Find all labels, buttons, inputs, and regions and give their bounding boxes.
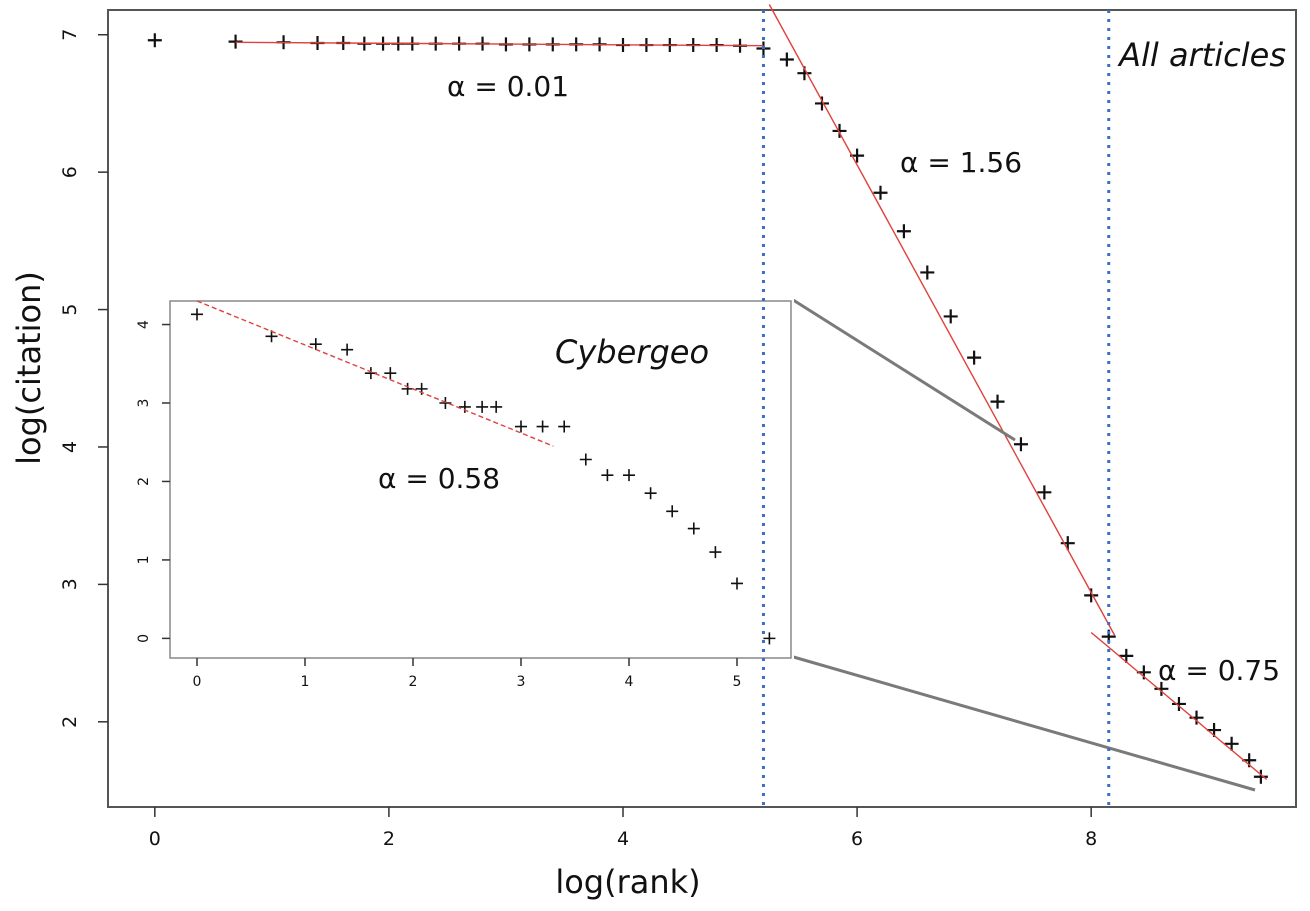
inset-y-tick-label: 2 xyxy=(136,477,152,486)
main-data-point xyxy=(1171,696,1186,711)
main-y-tick-label: 7 xyxy=(59,29,81,41)
inset-plot: 0 1 2 3 4 5 0 1 2 3 4 Cybergeo α = 0.58 xyxy=(136,297,794,700)
main-data-point xyxy=(814,96,829,111)
inset-data-point xyxy=(731,577,743,590)
main-fit-lines xyxy=(235,4,1268,781)
inset-data-point xyxy=(763,632,776,645)
main-x-tick-label: 4 xyxy=(617,828,629,850)
main-y-tick-label: 2 xyxy=(59,716,81,728)
inset-data-point xyxy=(265,330,278,343)
inset-y-tick-label: 4 xyxy=(136,320,152,329)
main-y-tick-label: 5 xyxy=(59,304,81,316)
main-data-point xyxy=(779,52,794,67)
main-data-point xyxy=(943,309,958,324)
main-data-point xyxy=(1060,536,1075,551)
inset-x-tick-label: 4 xyxy=(625,674,634,690)
inset-data-point xyxy=(666,505,679,518)
main-data-point xyxy=(1253,769,1268,784)
main-data-point xyxy=(1154,681,1169,696)
main-data-point xyxy=(873,185,888,200)
main-axis-ticks: 0 2 4 6 8 2 3 4 5 6 7 xyxy=(59,29,1097,850)
inset-data-point xyxy=(309,338,322,351)
main-data-point xyxy=(147,33,162,48)
inset-chart-title: Cybergeo xyxy=(555,333,709,371)
inset-data-point xyxy=(458,400,471,413)
inset-data-point xyxy=(341,343,354,356)
main-fit-line xyxy=(1090,631,1268,781)
main-x-tick-label: 0 xyxy=(149,828,161,850)
inset-data-point xyxy=(558,420,571,433)
alpha-label-middle: α = 1.56 xyxy=(900,146,1022,179)
inset-data-point xyxy=(623,469,635,482)
main-data-point xyxy=(967,350,982,365)
zoom-connector-upper xyxy=(789,296,1016,442)
inset-plot-frame xyxy=(169,300,792,659)
y-axis-title: log(citation) xyxy=(10,271,48,465)
inset-data-point xyxy=(536,420,549,433)
alpha-label-tail: α = 0.75 xyxy=(1158,654,1280,687)
main-x-tick-label: 8 xyxy=(1085,828,1097,850)
main-data-point xyxy=(228,34,243,49)
main-data-point xyxy=(832,123,847,138)
main-chart-title: All articles xyxy=(1117,36,1286,74)
inset-data-point xyxy=(601,469,614,482)
main-data-point xyxy=(1224,736,1239,751)
inset-data-points xyxy=(191,308,776,645)
inset-y-tick-label: 0 xyxy=(136,634,152,643)
alpha-label-plateau: α = 0.01 xyxy=(447,70,569,103)
inset-x-tick-label: 3 xyxy=(517,674,526,690)
inset-y-tick-label: 3 xyxy=(136,399,152,408)
main-fit-line xyxy=(768,4,1116,636)
inset-axis-ticks: 0 1 2 3 4 5 0 1 2 3 4 xyxy=(136,320,741,690)
main-data-point xyxy=(1013,437,1028,452)
main-fit-line xyxy=(235,41,764,47)
zoom-connector-lower xyxy=(789,654,1256,792)
inset-y-tick-label: 1 xyxy=(136,555,152,564)
inset-data-point xyxy=(384,367,397,380)
inset-x-tick-label: 0 xyxy=(193,674,202,690)
inset-fit-line xyxy=(196,300,554,447)
main-y-tick-label: 4 xyxy=(59,441,81,453)
main-data-point xyxy=(1119,648,1134,663)
main-y-tick-label: 6 xyxy=(59,166,81,178)
inset-data-point xyxy=(439,397,452,409)
main-y-tick-label: 3 xyxy=(59,578,81,590)
inset-fit-line xyxy=(196,300,554,447)
inset-data-point xyxy=(644,487,657,500)
main-data-point xyxy=(1084,588,1099,603)
main-x-tick-label: 2 xyxy=(383,828,395,850)
main-data-point xyxy=(1037,485,1052,500)
inset-background xyxy=(150,297,794,700)
alpha-label-inset: α = 0.58 xyxy=(378,462,500,495)
inset-data-point xyxy=(687,522,700,535)
inset-data-point xyxy=(401,382,414,395)
inset-data-point xyxy=(515,420,527,433)
x-axis-title: log(rank) xyxy=(555,863,700,901)
inset-data-point xyxy=(579,453,592,466)
inset-x-tick-label: 5 xyxy=(733,674,742,690)
inset-data-point xyxy=(709,546,722,559)
main-data-point xyxy=(896,224,911,239)
inset-data-point xyxy=(490,400,503,413)
inset-data-point xyxy=(191,308,203,321)
inset-x-tick-label: 2 xyxy=(409,674,418,690)
inset-x-tick-label: 1 xyxy=(301,674,310,690)
main-x-tick-label: 6 xyxy=(851,828,863,850)
main-data-point xyxy=(990,394,1005,409)
inset-data-point xyxy=(476,400,489,413)
regime-boundaries xyxy=(761,10,1111,807)
inset-data-point xyxy=(364,367,377,380)
main-data-point xyxy=(920,265,935,280)
